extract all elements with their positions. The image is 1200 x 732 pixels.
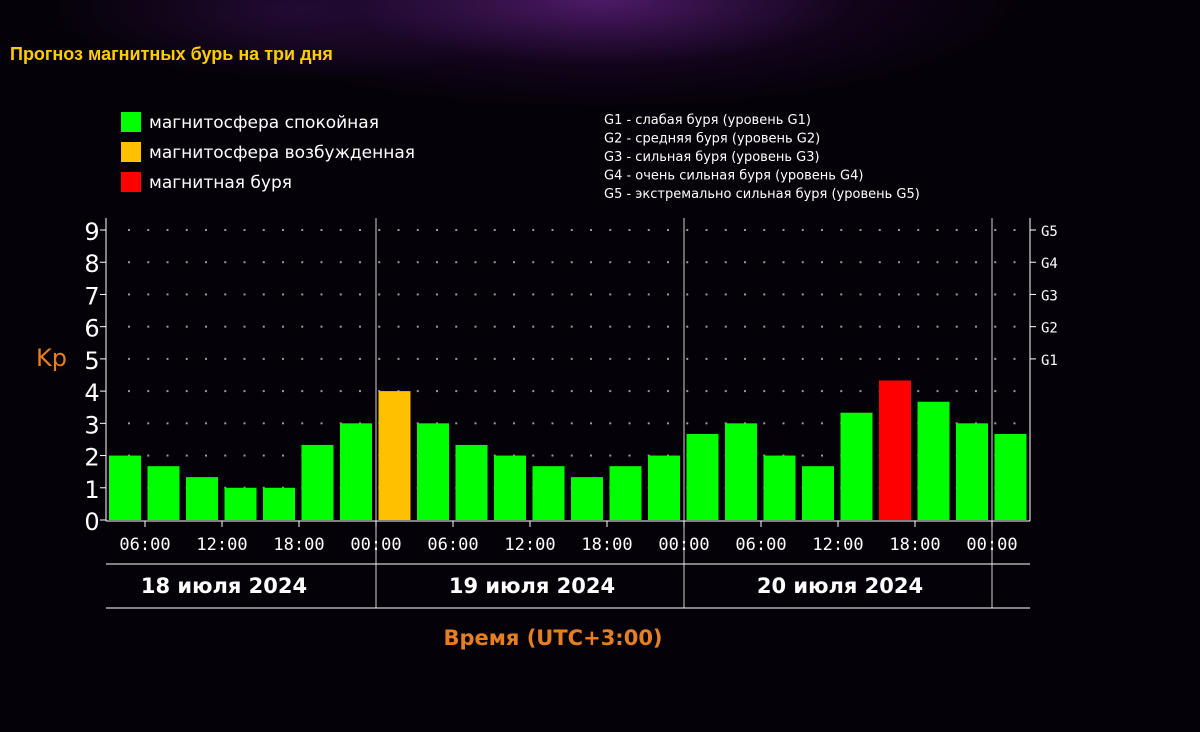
kp-bar [147,466,180,520]
y-tick-label: 0 [84,508,99,536]
storm-level-label: G1 - слабая буря (уровень G1) [604,113,811,128]
kp-bar [186,477,218,520]
x-axis-title: Время (UTC+3:00) [443,626,662,650]
x-tick-label: 12:00 [196,535,247,555]
legend-label: магнитосфера возбужденная [149,143,415,163]
kp-bar [840,412,873,520]
kp-bar [224,487,257,520]
kp-bar [571,477,603,520]
x-tick-label: 06:00 [735,535,786,555]
kp-bar [879,380,911,520]
kp-bar [378,391,411,520]
g-tick-label: G1 [1041,353,1058,369]
y-tick-label: 3 [84,411,99,439]
day-label: 19 июля 2024 [449,574,615,598]
y-tick-label: 8 [84,250,99,278]
storm-level-label: G4 - очень сильная буря (уровень G4) [604,169,863,184]
kp-bar [455,444,488,520]
x-tick-label: 06:00 [427,535,478,555]
g-tick-label: G2 [1041,321,1058,337]
x-tick-label: 18:00 [273,535,324,555]
kp-bar [532,466,565,520]
y-tick-label: 7 [84,282,99,310]
storm-level-label: G2 - средняя буря (уровень G2) [604,132,820,147]
x-tick-label: 18:00 [581,535,632,555]
y-tick-label: 1 [84,476,99,504]
day-label: 18 июля 2024 [141,574,307,598]
kp-bar [763,455,796,520]
legend-swatch [121,142,141,162]
kp-bar [109,455,141,520]
kp-bar [725,423,757,520]
kp-bar [494,455,526,520]
legend-swatch [121,112,141,132]
kp-bar [956,423,988,520]
x-tick-label: 00:00 [966,535,1017,555]
legend-label: магнитная буря [149,173,292,193]
kp-bar [686,433,719,520]
kp-bar [917,401,950,520]
y-axis-label: Kp [36,344,67,372]
legend-label: магнитосфера спокойная [149,113,379,133]
g-tick-label: G3 [1041,288,1058,304]
y-tick-label: 2 [84,444,99,472]
x-tick-label: 12:00 [504,535,555,555]
day-label: 20 июля 2024 [757,574,923,598]
legend-swatch [121,172,141,192]
kp-bar [609,466,642,520]
x-tick-label: 00:00 [350,535,401,555]
x-tick-label: 00:00 [658,535,709,555]
page-title: Прогноз магнитных бурь на три дня [10,44,333,64]
kp-bar [802,466,834,520]
g-tick-label: G4 [1041,256,1058,272]
x-tick-label: 18:00 [889,535,940,555]
kp-bar [301,444,334,520]
kp-bar [340,423,372,520]
storm-level-label: G3 - сильная буря (уровень G3) [604,150,820,165]
kp-bar [263,487,295,520]
g-tick-label: G5 [1041,224,1058,240]
kp-bar [648,455,680,520]
storm-level-label: G5 - экстремально сильная буря (уровень … [604,187,920,202]
y-tick-label: 4 [84,379,99,407]
y-tick-label: 6 [84,315,99,343]
kp-bar [417,423,449,520]
y-tick-label: 9 [84,218,99,246]
x-tick-label: 12:00 [812,535,863,555]
kp-bar [994,433,1027,520]
x-tick-label: 06:00 [119,535,170,555]
y-tick-label: 5 [84,347,99,375]
